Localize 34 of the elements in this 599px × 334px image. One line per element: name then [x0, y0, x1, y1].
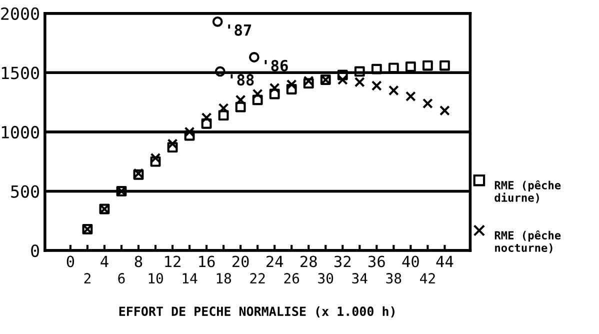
annotation: '88: [230, 74, 254, 86]
x2-tick-label: 38: [386, 273, 402, 284]
x-axis-title: EFFORT DE PECHE NORMALISE (x 1.000 h): [119, 306, 394, 318]
legend-label: RME (pêche nocturne): [494, 230, 561, 254]
x-tick-label: 12: [165, 256, 180, 268]
x2-tick-label: 42: [420, 273, 435, 284]
x-tick-label: 32: [334, 256, 351, 268]
x-tick-label: 4: [100, 256, 108, 268]
x2-tick-label: 14: [182, 273, 198, 284]
y-tick-label: 0: [31, 244, 39, 258]
x-tick-label: 44: [436, 256, 454, 268]
x-tick-label: 36: [368, 256, 385, 268]
x2-tick-label: 2: [84, 273, 90, 284]
x2-tick-label: 30: [318, 273, 334, 284]
x2-tick-label: 22: [250, 273, 265, 284]
x-tick-label: 24: [266, 256, 284, 268]
x2-tick-label: 6: [118, 273, 125, 284]
y-tick-label: 1000: [2, 126, 39, 139]
x-tick-label: 8: [134, 256, 142, 268]
x-tick-label: 0: [66, 256, 74, 268]
annotation: '87: [228, 24, 251, 36]
y-tick-label: 1500: [2, 66, 39, 80]
x2-tick-label: 34: [352, 273, 368, 284]
x-tick-label: 40: [402, 256, 419, 268]
annotation: '86: [264, 60, 288, 72]
x2-tick-label: 10: [148, 273, 163, 284]
x2-tick-label: 26: [284, 273, 300, 284]
x-tick-label: 28: [300, 256, 317, 268]
legend-label: RME (pêche diurne): [494, 180, 561, 204]
x-tick-label: 20: [232, 256, 249, 268]
y-tick-label: 500: [11, 185, 39, 198]
y-tick-label: 2000: [1, 7, 39, 20]
x-tick-label: 16: [199, 256, 215, 268]
x2-tick-label: 18: [216, 273, 232, 284]
